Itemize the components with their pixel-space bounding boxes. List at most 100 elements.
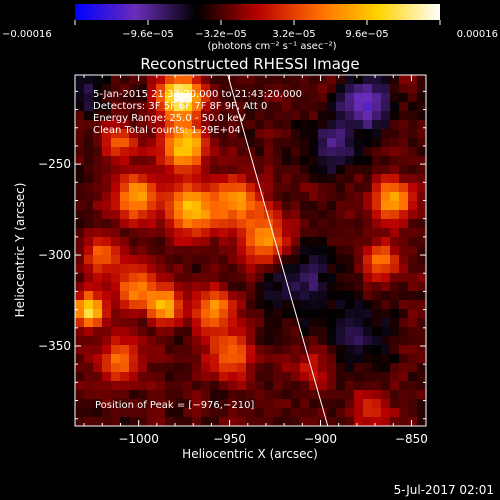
heatmap-cell (228, 417, 238, 426)
heatmap-cell (93, 120, 103, 130)
heatmap-cell (93, 75, 103, 85)
heatmap-cell (210, 345, 220, 355)
heatmap-cell (318, 327, 328, 337)
heatmap-cell (120, 138, 130, 148)
heatmap-cell (237, 282, 247, 292)
heatmap-cell (237, 255, 247, 265)
heatmap-cell (156, 147, 166, 157)
heatmap-cell (291, 336, 301, 346)
heatmap-cell (336, 291, 346, 301)
heatmap-cell (417, 102, 426, 112)
heatmap-cell (300, 291, 310, 301)
heatmap-cell (210, 291, 220, 301)
heatmap-cell (192, 138, 202, 148)
heatmap-cell (201, 93, 211, 103)
colorbar (75, 4, 440, 20)
heatmap-cell (165, 264, 175, 274)
heatmap-cell (228, 192, 238, 202)
heatmap-cell (246, 399, 256, 409)
heatmap-cell (417, 138, 426, 148)
heatmap-cell (345, 291, 355, 301)
heatmap-cell (390, 219, 400, 229)
heatmap-cell (165, 237, 175, 247)
heatmap-cell (111, 93, 121, 103)
heatmap-cell (255, 201, 265, 211)
heatmap-cell (192, 156, 202, 166)
heatmap-cell (84, 156, 94, 166)
heatmap-cell (372, 417, 382, 426)
heatmap-cell (75, 246, 85, 256)
heatmap-cell (264, 183, 274, 193)
heatmap-cell (120, 75, 130, 85)
heatmap-cell (102, 210, 112, 220)
heatmap-cell (255, 399, 265, 409)
heatmap-cell (102, 147, 112, 157)
heatmap-cell (228, 165, 238, 175)
heatmap-cell (84, 228, 94, 238)
heatmap-cell (300, 93, 310, 103)
heatmap-cell (390, 237, 400, 247)
heatmap-cell (120, 399, 130, 409)
heatmap-cell (318, 219, 328, 229)
heatmap-cell (183, 102, 193, 112)
heatmap-cell (354, 354, 364, 364)
heatmap-cell (363, 345, 373, 355)
heatmap-cell (327, 318, 337, 328)
heatmap-cell (120, 345, 130, 355)
heatmap-cell (327, 156, 337, 166)
heatmap-cell (84, 138, 94, 148)
heatmap-cell (120, 174, 130, 184)
heatmap-cell (156, 381, 166, 391)
heatmap-cell (84, 129, 94, 139)
heatmap-cell (273, 381, 283, 391)
heatmap-cell (336, 237, 346, 247)
heatmap-cell (237, 156, 247, 166)
heatmap-cell (93, 327, 103, 337)
heatmap-cell (318, 174, 328, 184)
heatmap-cell (210, 354, 220, 364)
y-tick-label: −250 (38, 157, 71, 171)
heatmap-cell (75, 327, 85, 337)
heatmap-cell (372, 318, 382, 328)
heatmap-cell (363, 300, 373, 310)
heatmap-cell (282, 309, 292, 319)
heatmap-cell (417, 156, 426, 166)
heatmap-cell (75, 291, 85, 301)
heatmap-cell (417, 165, 426, 175)
heatmap-cell (255, 354, 265, 364)
heatmap-cell (417, 111, 426, 121)
heatmap-cell (138, 417, 148, 426)
heatmap-cell (156, 129, 166, 139)
heatmap-cell (138, 345, 148, 355)
heatmap-cell (381, 84, 391, 94)
heatmap-cell (381, 390, 391, 400)
heatmap-cell (102, 327, 112, 337)
heatmap-cell (165, 219, 175, 229)
heatmap-cell (111, 219, 121, 229)
heatmap-cell (210, 336, 220, 346)
heatmap-cell (84, 363, 94, 373)
heatmap-cell (75, 282, 85, 292)
heatmap-cell (174, 192, 184, 202)
heatmap-cell (390, 264, 400, 274)
heatmap-cell (354, 120, 364, 130)
heatmap-cell (84, 390, 94, 400)
heatmap-cell (129, 174, 139, 184)
heatmap-cell (363, 219, 373, 229)
heatmap-cell (255, 75, 265, 85)
heatmap-cell (174, 93, 184, 103)
heatmap-cell (246, 219, 256, 229)
heatmap-cell (318, 210, 328, 220)
heatmap-cell (156, 192, 166, 202)
heatmap-cell (318, 390, 328, 400)
heatmap-cell (408, 408, 418, 418)
heatmap-cell (165, 246, 175, 256)
heatmap-cell (381, 336, 391, 346)
heatmap-cell (138, 192, 148, 202)
heatmap-cell (291, 192, 301, 202)
heatmap-cell (327, 273, 337, 283)
heatmap-cell (102, 282, 112, 292)
heatmap-cell (165, 309, 175, 319)
heatmap-cell (399, 354, 409, 364)
heatmap-cell (210, 228, 220, 238)
